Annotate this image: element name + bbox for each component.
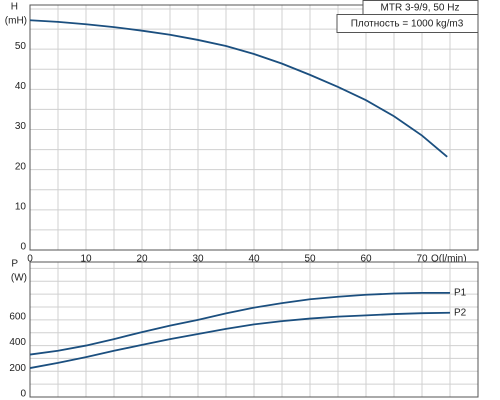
y-axis-unit: (mH) [5, 16, 27, 27]
y-tick-label: 400 [9, 337, 26, 348]
x-tick-label: 60 [360, 254, 372, 265]
y-tick-label: 10 [15, 201, 27, 212]
x-tick-label: 50 [304, 254, 316, 265]
plot-frame [29, 261, 479, 398]
x-tick-label: 30 [192, 254, 204, 265]
curve [29, 291, 450, 356]
y-tick-label: 200 [9, 363, 26, 374]
y-tick-label: 50 [15, 41, 27, 52]
x-tick-label: 40 [248, 254, 260, 265]
density-label: Плотность = 1000 kg/m3 [351, 19, 464, 30]
series-label: P1 [454, 287, 467, 298]
x-tick-label: 70 [416, 254, 428, 265]
y-tick-label: 30 [15, 121, 27, 132]
x-tick-label: 0 [27, 254, 33, 265]
plot-frame [29, 4, 479, 251]
y-tick-label: 20 [15, 161, 27, 172]
curve [29, 311, 451, 369]
y-axis-label: H [11, 2, 18, 13]
x-axis-label: Q(l/min) [431, 254, 467, 265]
y-tick-label: 0 [20, 389, 26, 400]
density-box [336, 14, 479, 33]
curve [29, 19, 448, 158]
x-tick-label: 20 [136, 254, 148, 265]
y-axis-label: P [11, 259, 18, 270]
y-tick-label: 600 [9, 311, 26, 322]
model-label: MTR 3-9/9, 50 Hz [381, 3, 460, 14]
series-label: P2 [454, 307, 467, 318]
plots: 0 10 20 30 40 50 0 10 20 30 40 50 60 70 H (mH) Q(l/min) 0… [5, 2, 479, 400]
x-tick-label: 10 [80, 254, 92, 265]
y-tick-label: 40 [15, 81, 27, 92]
y-axis-unit: (W) [11, 273, 27, 284]
y-tick-label: 0 [20, 242, 26, 253]
